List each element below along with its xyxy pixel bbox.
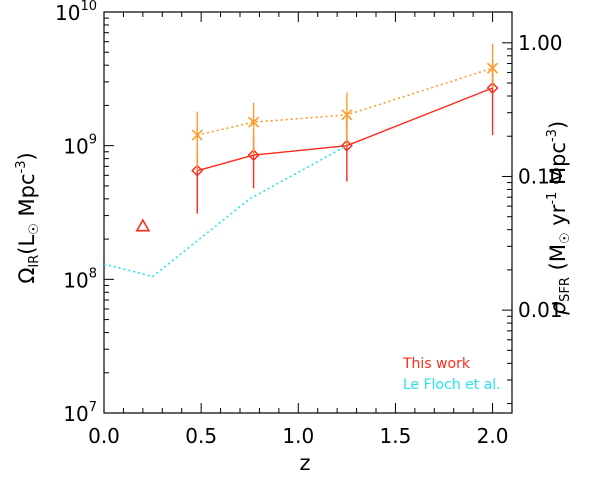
y-axis-title-left: ΩIR(L☉ Mpc-3) [14, 152, 42, 283]
legend-entry: This work [402, 356, 471, 372]
y-tick-label: 1010 [55, 0, 97, 25]
series-line [197, 87, 493, 172]
x-tick-label: 0.5 [185, 424, 217, 448]
sun-symbol-icon: ☉ [558, 232, 573, 244]
series-line [103, 144, 348, 278]
y-axis-title-right: ρSFR (M☉ yr-1 Mpc-3) [545, 121, 573, 315]
y-tick-label: 108 [63, 266, 97, 292]
y-right-tick-label: 1.00 [518, 31, 563, 55]
data-point [486, 82, 499, 94]
data-point [248, 116, 260, 128]
plot-frame [103, 11, 513, 414]
x-marker-stroke [191, 129, 203, 141]
x-tick-label: 0.0 [88, 424, 120, 448]
x-axis-title: z [299, 451, 310, 475]
x-tick-label: 1.5 [380, 424, 412, 448]
sun-symbol-icon: ☉ [27, 223, 42, 235]
x-tick-label: 2.0 [477, 424, 509, 448]
data-point [340, 139, 353, 152]
data-point [487, 62, 499, 74]
plot-area: 0.0 0.5 1.0 1.5 2.0 107 108 109 1010 0.01 0.10 1.00… [55, 0, 563, 448]
data-point [247, 149, 260, 162]
legend-entry: Le Floch et al. [403, 377, 501, 393]
x-tick-label: 1.0 [282, 424, 314, 448]
x-marker-stroke [487, 62, 499, 74]
data-point [191, 129, 203, 141]
y-tick-label: 107 [63, 400, 97, 426]
x-marker-stroke [341, 109, 353, 121]
data-point [341, 109, 353, 121]
y-right-tick-label: 0.01 [518, 298, 563, 322]
x-marker-stroke [248, 116, 260, 128]
series-line [197, 67, 493, 136]
data-point [135, 218, 151, 232]
y-right-tick-label: 0.10 [518, 164, 563, 188]
y-tick-label: 109 [63, 133, 97, 159]
data-point [191, 164, 204, 177]
